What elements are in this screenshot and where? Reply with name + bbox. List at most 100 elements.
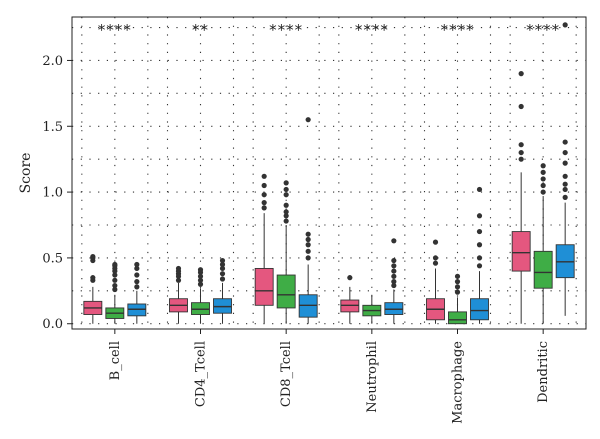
y-tick-label: 1.5 — [42, 120, 63, 135]
box-Macrophage-1 — [426, 239, 445, 324]
outlier-point — [112, 277, 118, 283]
significance-labels: **** ** **** **** **** **** — [98, 21, 560, 39]
x-tick-label: B_cell — [108, 341, 123, 380]
x-tick-label: CD4_Tcell — [194, 341, 209, 407]
outlier-point — [261, 173, 267, 179]
x-axis: B_cell CD4_Tcell CD8_Tcell Neutrophil Macrop… — [108, 329, 551, 424]
outlier-point — [283, 213, 289, 219]
outlier-point — [391, 268, 397, 274]
outlier-point — [283, 186, 289, 193]
box-Macrophage-2 — [448, 273, 467, 325]
box-iqr — [276, 274, 296, 309]
outlier-point — [305, 117, 311, 123]
outlier-point — [518, 149, 524, 156]
outlier-point — [305, 236, 311, 243]
outlier-point — [562, 149, 568, 156]
box-B_cell-1 — [83, 253, 103, 324]
outlier-point — [261, 205, 267, 211]
outlier-point — [197, 281, 204, 287]
outlier-point — [219, 265, 226, 272]
outlier-point — [112, 261, 118, 268]
outlier-point — [134, 265, 140, 272]
outlier-point — [540, 182, 546, 189]
x-tick-label: Macrophage — [451, 341, 466, 424]
significance-label: **** — [441, 21, 475, 39]
x-tick-label: Neutrophil — [365, 341, 380, 413]
box-B_cell-3 — [127, 261, 147, 324]
outlier-point — [305, 248, 311, 254]
outlier-point — [562, 160, 568, 166]
outlier-point — [175, 277, 182, 283]
outlier-point — [562, 186, 568, 193]
outlier-point — [391, 263, 397, 269]
outlier-point — [112, 272, 118, 278]
outlier-point — [518, 71, 524, 77]
outlier-point — [476, 242, 483, 248]
outlier-point — [391, 279, 397, 285]
box-iqr — [254, 267, 274, 306]
outlier-point — [476, 255, 483, 261]
outlier-point — [391, 273, 397, 279]
box-Dendritic-3 — [555, 22, 575, 316]
box-Dendritic-2 — [533, 163, 553, 324]
outlier-point — [518, 142, 524, 148]
outlier-point — [90, 275, 96, 281]
significance-label: **** — [269, 21, 303, 39]
box-Neutrophil-2 — [362, 294, 382, 324]
y-tick-label: 1.0 — [42, 186, 63, 201]
outlier-point — [219, 276, 226, 282]
outlier-point — [134, 261, 140, 268]
outlier-point — [562, 194, 568, 200]
outlier-point — [391, 238, 397, 244]
outlier-point — [90, 253, 96, 260]
box-CD4_Tcell-1 — [169, 265, 188, 324]
outlier-point — [540, 163, 546, 169]
outlier-point — [219, 261, 226, 268]
outlier-point — [134, 272, 140, 278]
outlier-point — [454, 289, 461, 295]
outlier-point — [197, 267, 204, 273]
box-iqr — [511, 231, 531, 272]
outlier-point — [283, 192, 289, 198]
outlier-point — [518, 156, 524, 162]
y-tick-label: 2.0 — [42, 54, 63, 69]
outlier-point — [454, 279, 461, 285]
significance-label: **** — [526, 21, 560, 39]
y-axis-label: Score — [18, 153, 34, 194]
y-tick-label: 0.0 — [42, 317, 63, 332]
outlier-point — [454, 273, 461, 279]
box-iqr — [533, 250, 553, 289]
x-tick-label: Dendritic — [536, 341, 551, 403]
outlier-point — [261, 200, 267, 206]
outlier-point — [562, 22, 568, 28]
plot-frame — [71, 16, 587, 330]
box-CD4_Tcell-3 — [213, 257, 232, 324]
outlier-point — [391, 257, 397, 264]
outlier-point — [391, 282, 397, 289]
outlier-point — [454, 284, 461, 290]
box-plots — [83, 22, 575, 325]
outlier-point — [562, 173, 568, 179]
outlier-point — [305, 231, 311, 237]
box-Macrophage-3 — [470, 186, 489, 324]
significance-label: **** — [355, 21, 389, 39]
y-axis: 0.0 0.5 1.0 1.5 2.0 — [42, 54, 72, 332]
outlier-point — [347, 275, 353, 281]
outlier-point — [476, 213, 483, 219]
box-CD8_Tcell-3 — [298, 117, 318, 324]
box-iqr — [448, 311, 467, 325]
outlier-point — [283, 218, 289, 224]
outlier-point — [476, 263, 483, 269]
box-iqr — [470, 298, 489, 321]
outlier-point — [134, 279, 140, 285]
outlier-point — [261, 192, 267, 198]
y-tick-label: 0.5 — [42, 251, 63, 266]
grid-lines — [72, 17, 586, 329]
outlier-point — [562, 139, 568, 145]
significance-label: **** — [98, 21, 132, 39]
box-B_cell-2 — [105, 261, 125, 324]
outlier-point — [562, 181, 568, 187]
outlier-point — [197, 277, 204, 283]
outlier-point — [197, 273, 204, 279]
